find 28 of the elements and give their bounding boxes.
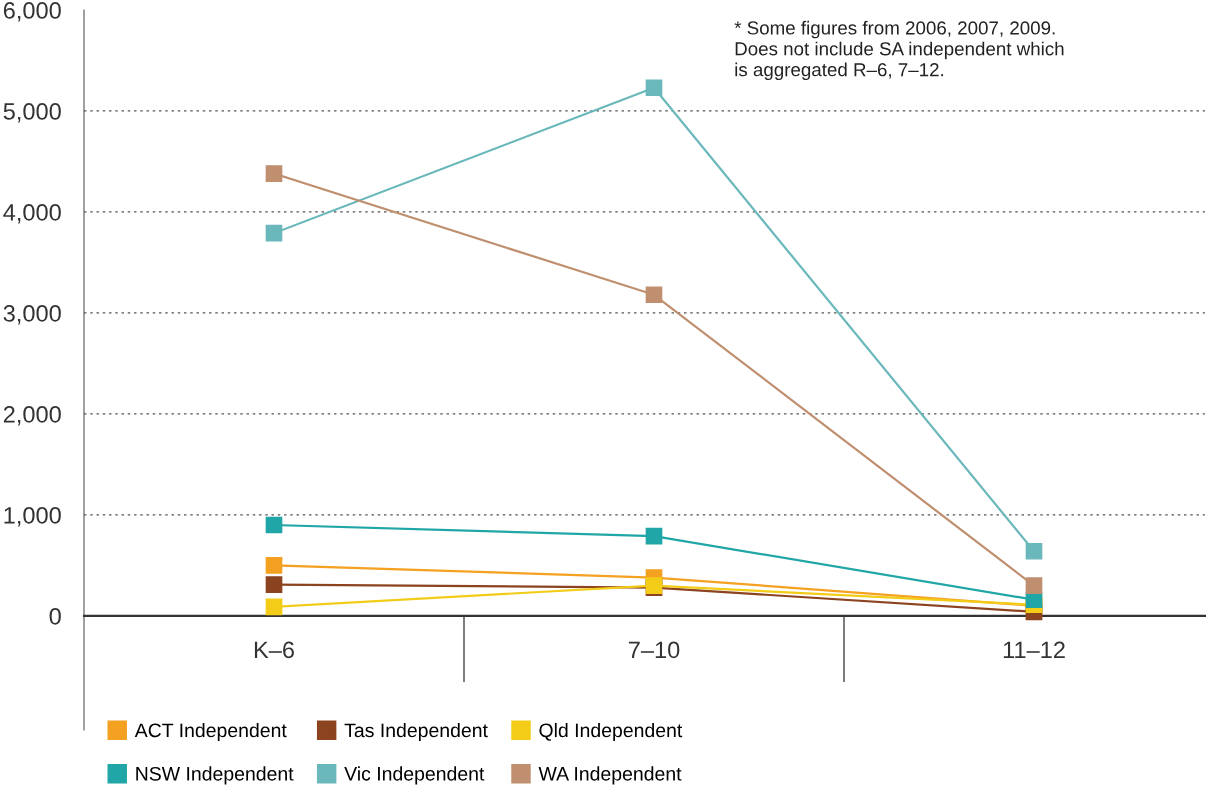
point: [265, 576, 283, 593]
y-tick-label: 3,000: [3, 305, 61, 325]
point: [645, 79, 663, 97]
y-tick-label: 4,000: [3, 204, 61, 224]
y-tick-label: 6,000: [3, 2, 61, 22]
x-tick-label: K–6: [254, 641, 294, 659]
legend-label: Vic Independent: [344, 766, 485, 785]
legend-label: Qld Independent: [539, 722, 683, 742]
point: [265, 165, 283, 182]
y-tick-label: 5,000: [3, 103, 61, 123]
point: [265, 224, 283, 242]
point: [265, 516, 283, 534]
x-tick-label: 11–12: [1003, 641, 1065, 658]
y-tick-label: 2,000: [3, 406, 61, 426]
legend-label: NSW Independent: [136, 766, 294, 785]
point: [265, 598, 283, 616]
point: [645, 286, 663, 304]
annotation: * Some figures from 2006, 2007, 2009. Does not include SA independent which is aggregated R–6, 7–12.: [734, 20, 1064, 81]
point: [265, 557, 283, 574]
point: [1025, 542, 1043, 560]
point: [1025, 577, 1043, 594]
legend-label: Tas Independent: [344, 722, 488, 742]
y-tick-label: 1,000: [4, 506, 61, 527]
y-tick-label: 0: [49, 607, 61, 625]
legend-label: WA Independent: [538, 766, 682, 785]
x-tick-label: 7–10: [628, 641, 680, 659]
legend-label: ACT Independent: [134, 722, 287, 742]
point: [645, 527, 663, 545]
